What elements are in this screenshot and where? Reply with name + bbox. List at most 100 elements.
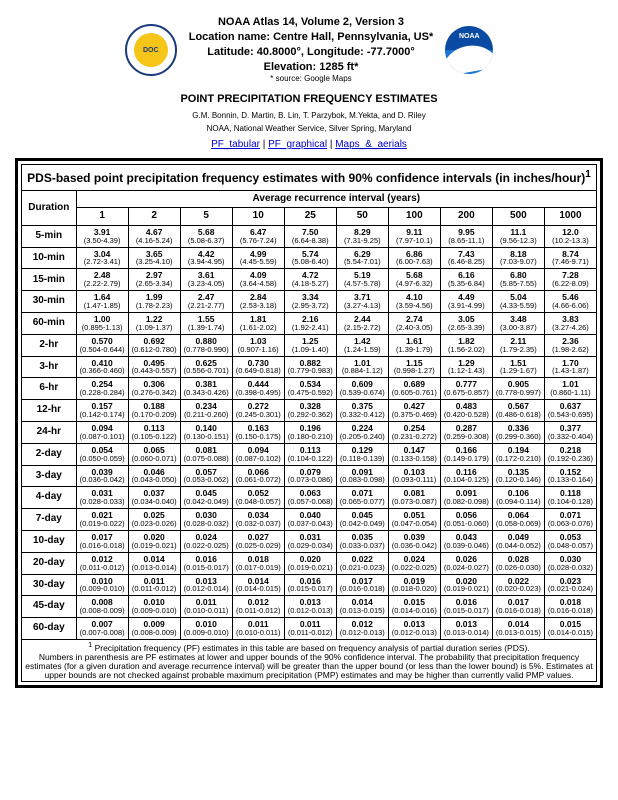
data-cell: 1.00(0.895-1.13) xyxy=(76,312,128,334)
data-cell: 0.019(0.018-0.020) xyxy=(388,574,440,596)
data-cell: 0.035(0.033-0.037) xyxy=(336,530,388,552)
data-cell: 0.328(0.292-0.362) xyxy=(284,400,336,422)
data-cell: 0.381(0.343-0.426) xyxy=(180,378,232,400)
data-cell: 4.67(4.16-5.24) xyxy=(128,225,180,247)
data-cell: 1.01(0.884-1.12) xyxy=(336,356,388,378)
table-row: 4-day0.031(0.028-0.033)0.037(0.034-0.040… xyxy=(22,487,597,509)
data-cell: 4.72(4.18-5.27) xyxy=(284,269,336,291)
col-head: 1 xyxy=(76,208,128,226)
data-cell: 0.028(0.026-0.030) xyxy=(492,552,544,574)
data-cell: 0.014(0.013-0.015) xyxy=(336,596,388,618)
header-block: DOC NOAA Atlas 14, Volume 2, Version 3 L… xyxy=(15,15,603,85)
data-cell: 5.46(4.66-6.06) xyxy=(544,291,596,313)
data-cell: 0.567(0.486-0.618) xyxy=(492,400,544,422)
data-cell: 0.017(0.016-0.018) xyxy=(76,530,128,552)
data-cell: 0.030(0.028-0.032) xyxy=(544,552,596,574)
data-cell: 0.026(0.024-0.027) xyxy=(440,552,492,574)
data-cell: 1.55(1.39-1.74) xyxy=(180,312,232,334)
duration-cell: 3-hr xyxy=(22,356,77,378)
data-cell: 0.882(0.779-0.983) xyxy=(284,356,336,378)
data-cell: 0.010(0.009-0.010) xyxy=(128,596,180,618)
data-cell: 3.34(2.95-3.72) xyxy=(284,291,336,313)
data-cell: 0.166(0.149-0.179) xyxy=(440,443,492,465)
data-cell: 6.86(6.00-7.63) xyxy=(388,247,440,269)
data-cell: 0.196(0.180-0.210) xyxy=(284,421,336,443)
duration-cell: 15-min xyxy=(22,269,77,291)
data-cell: 0.534(0.475-0.592) xyxy=(284,378,336,400)
data-cell: 4.09(3.64-4.58) xyxy=(232,269,284,291)
data-cell: 0.081(0.075-0.088) xyxy=(180,443,232,465)
data-cell: 6.29(5.54-7.01) xyxy=(336,247,388,269)
pf-table: PDS-based point precipitation frequency … xyxy=(21,164,597,682)
data-cell: 0.023(0.021-0.024) xyxy=(544,574,596,596)
data-cell: 4.42(3.94-4.95) xyxy=(180,247,232,269)
data-cell: 0.013(0.012-0.013) xyxy=(284,596,336,618)
data-cell: 0.030(0.028-0.032) xyxy=(180,509,232,531)
data-cell: 2.44(2.15-2.72) xyxy=(336,312,388,334)
data-cell: 0.692(0.612-0.780) xyxy=(128,334,180,356)
table-row: 60-min1.00(0.895-1.13)1.22(1.09-1.37)1.5… xyxy=(22,312,597,334)
data-cell: 0.689(0.605-0.761) xyxy=(388,378,440,400)
data-cell: 2.48(2.22-2.79) xyxy=(76,269,128,291)
data-cell: 0.018(0.017-0.019) xyxy=(232,552,284,574)
data-cell: 6.80(5.85-7.55) xyxy=(492,269,544,291)
data-cell: 0.014(0.013-0.014) xyxy=(128,552,180,574)
data-cell: 0.091(0.082-0.098) xyxy=(440,487,492,509)
table-title: PDS-based point precipitation frequency … xyxy=(22,165,597,191)
col-head: 2 xyxy=(128,208,180,226)
data-cell: 0.040(0.037-0.043) xyxy=(284,509,336,531)
data-cell: 0.011(0.010-0.011) xyxy=(180,596,232,618)
duration-cell: 4-day xyxy=(22,487,77,509)
data-cell: 2.47(2.21-2.77) xyxy=(180,291,232,313)
data-cell: 1.70(1.43-1.87) xyxy=(544,356,596,378)
data-cell: 0.049(0.044-0.052) xyxy=(492,530,544,552)
header-text: NOAA Atlas 14, Volume 2, Version 3 Locat… xyxy=(189,15,434,85)
data-cell: 3.71(3.27-4.13) xyxy=(336,291,388,313)
col-head: 100 xyxy=(388,208,440,226)
link-pf-graphical[interactable]: PF_graphical xyxy=(268,139,327,150)
table-row: 3-day0.039(0.036-0.042)0.046(0.043-0.050… xyxy=(22,465,597,487)
data-cell: 0.066(0.061-0.072) xyxy=(232,465,284,487)
data-cell: 1.25(1.09-1.40) xyxy=(284,334,336,356)
authors: G.M. Bonnin, D. Martin, B. Lin, T. Parzy… xyxy=(15,111,603,120)
data-cell: 0.016(0.015-0.017) xyxy=(440,596,492,618)
data-cell: 0.008(0.008-0.009) xyxy=(76,596,128,618)
data-cell: 0.188(0.170-0.209) xyxy=(128,400,180,422)
data-cell: 0.034(0.032-0.037) xyxy=(232,509,284,531)
header-line1: NOAA Atlas 14, Volume 2, Version 3 xyxy=(189,15,434,30)
data-cell: 0.057(0.053-0.062) xyxy=(180,465,232,487)
data-cell: 1.03(0.907-1.16) xyxy=(232,334,284,356)
duration-cell: 30-min xyxy=(22,291,77,313)
duration-cell: 20-day xyxy=(22,552,77,574)
data-cell: 7.28(6.22-8.09) xyxy=(544,269,596,291)
data-cell: 0.427(0.375-0.469) xyxy=(388,400,440,422)
data-cell: 3.83(3.27-4.26) xyxy=(544,312,596,334)
duration-cell: 60-day xyxy=(22,618,77,640)
table-row: 10-min3.04(2.72-3.41)3.65(3.25-4.10)4.42… xyxy=(22,247,597,269)
data-cell: 1.81(1.61-2.02) xyxy=(232,312,284,334)
data-cell: 0.046(0.043-0.050) xyxy=(128,465,180,487)
link-maps-aerials[interactable]: Maps_&_aerials xyxy=(335,139,407,150)
data-cell: 0.079(0.073-0.086) xyxy=(284,465,336,487)
table-row: 12-hr0.157(0.142-0.174)0.188(0.170-0.209… xyxy=(22,400,597,422)
data-cell: 0.495(0.443-0.557) xyxy=(128,356,180,378)
data-cell: 0.015(0.014-0.016) xyxy=(388,596,440,618)
data-cell: 1.15(0.998-1.27) xyxy=(388,356,440,378)
data-cell: 0.234(0.211-0.260) xyxy=(180,400,232,422)
data-cell: 0.483(0.420-0.528) xyxy=(440,400,492,422)
data-cell: 0.056(0.051-0.060) xyxy=(440,509,492,531)
data-cell: 0.336(0.299-0.360) xyxy=(492,421,544,443)
nav-links: PF_tabular | PF_graphical | Maps_&_aeria… xyxy=(15,139,603,150)
data-cell: 0.306(0.276-0.342) xyxy=(128,378,180,400)
data-cell: 0.016(0.015-0.017) xyxy=(284,574,336,596)
data-cell: 0.017(0.016-0.018) xyxy=(492,596,544,618)
data-cell: 0.016(0.015-0.017) xyxy=(180,552,232,574)
data-cell: 0.022(0.020-0.023) xyxy=(492,574,544,596)
data-cell: 0.020(0.019-0.021) xyxy=(284,552,336,574)
data-cell: 0.118(0.104-0.128) xyxy=(544,487,596,509)
duration-header: Duration xyxy=(22,190,77,225)
data-cell: 0.071(0.063-0.076) xyxy=(544,509,596,531)
org-line: NOAA, National Weather Service, Silver S… xyxy=(15,124,603,133)
data-cell: 0.037(0.034-0.040) xyxy=(128,487,180,509)
link-pf-tabular[interactable]: PF_tabular xyxy=(211,139,260,150)
